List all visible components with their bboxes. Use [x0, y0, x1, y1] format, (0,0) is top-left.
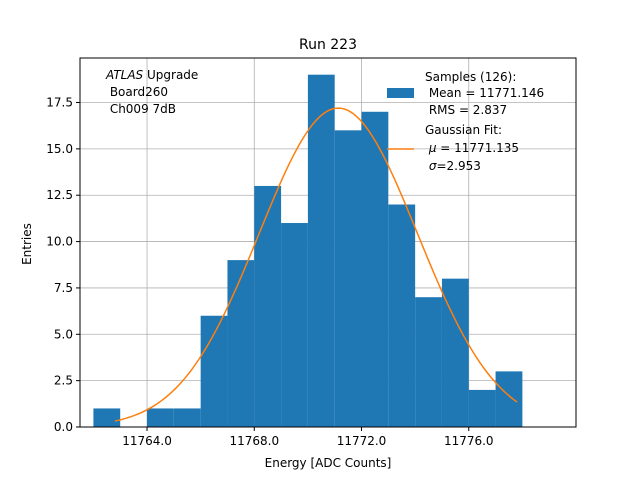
- legend-sigma-symbol: σ: [429, 159, 437, 173]
- x-axis-label: Energy [ADC Counts]: [265, 456, 392, 470]
- legend: Samples (126): Mean = 11771.146 RMS = 2.…: [387, 70, 544, 173]
- legend-fit-line-3: σ=2.953: [425, 159, 481, 173]
- histogram-bar: [415, 297, 442, 427]
- histogram-bar: [441, 278, 469, 427]
- gaussian-fit-curve: [114, 107, 518, 422]
- histogram-bar: [468, 389, 496, 427]
- histogram-bar: [254, 185, 282, 427]
- annotation-line-1: ATLAS Upgrade: [105, 68, 198, 82]
- histogram-bar: [495, 371, 523, 427]
- annotation-line-3: Ch009 7dB: [106, 102, 176, 116]
- histogram-bar: [388, 204, 416, 427]
- legend-mu-symbol: μ: [428, 141, 437, 155]
- legend-fit-line-2: μ = 11771.135: [425, 141, 519, 155]
- plot-frame: [79, 57, 577, 428]
- x-tick-label: 11776.0: [444, 434, 494, 448]
- y-axis-label: Entries: [20, 223, 34, 265]
- histogram-bar: [173, 408, 201, 427]
- x-tick-label: 11772.0: [337, 434, 387, 448]
- histogram-bar: [227, 260, 255, 427]
- legend-samples-line-3: RMS = 2.837: [425, 103, 507, 117]
- legend-samples-line-1: Samples (126):: [425, 70, 516, 84]
- histogram-bar: [281, 223, 308, 427]
- histogram-bar: [361, 111, 389, 428]
- x-axis-ticks: 11764.0 11768.0 11772.0 11776.0: [122, 427, 494, 448]
- histogram-bar: [307, 74, 335, 427]
- x-tick-label: 11764.0: [122, 434, 172, 448]
- y-axis-ticks: 0.0 2.5 5.0 7.5 10.0 12.5 15.0 17.5: [46, 96, 80, 434]
- legend-sigma-value: =2.953: [436, 159, 480, 173]
- y-tick-label: 5.0: [54, 327, 73, 341]
- annotation-upgrade: Upgrade: [143, 68, 198, 82]
- histogram-bar: [334, 130, 362, 427]
- y-tick-label: 2.5: [54, 374, 73, 388]
- legend-samples-line-2: Mean = 11771.146: [425, 86, 544, 100]
- y-tick-label: 10.0: [46, 235, 73, 249]
- histogram-bar: [147, 408, 174, 427]
- legend-fit-line-1: Gaussian Fit:: [425, 123, 502, 137]
- y-tick-label: 17.5: [46, 96, 73, 110]
- x-tick-label: 11768.0: [229, 434, 279, 448]
- chart-title: Run 223: [299, 37, 357, 53]
- annotation-atlas: ATLAS: [105, 68, 144, 82]
- legend-mu-value: = 11771.135: [436, 141, 519, 155]
- y-tick-label: 12.5: [46, 188, 73, 202]
- y-tick-label: 15.0: [46, 142, 73, 156]
- annotation-block: ATLAS Upgrade Board260 Ch009 7dB: [105, 68, 198, 116]
- histogram-bars: [93, 74, 523, 428]
- histogram-bar: [93, 408, 121, 427]
- annotation-line-2: Board260: [106, 85, 168, 99]
- y-tick-label: 0.0: [54, 420, 73, 434]
- y-tick-label: 7.5: [54, 281, 73, 295]
- legend-samples-patch: [387, 88, 414, 98]
